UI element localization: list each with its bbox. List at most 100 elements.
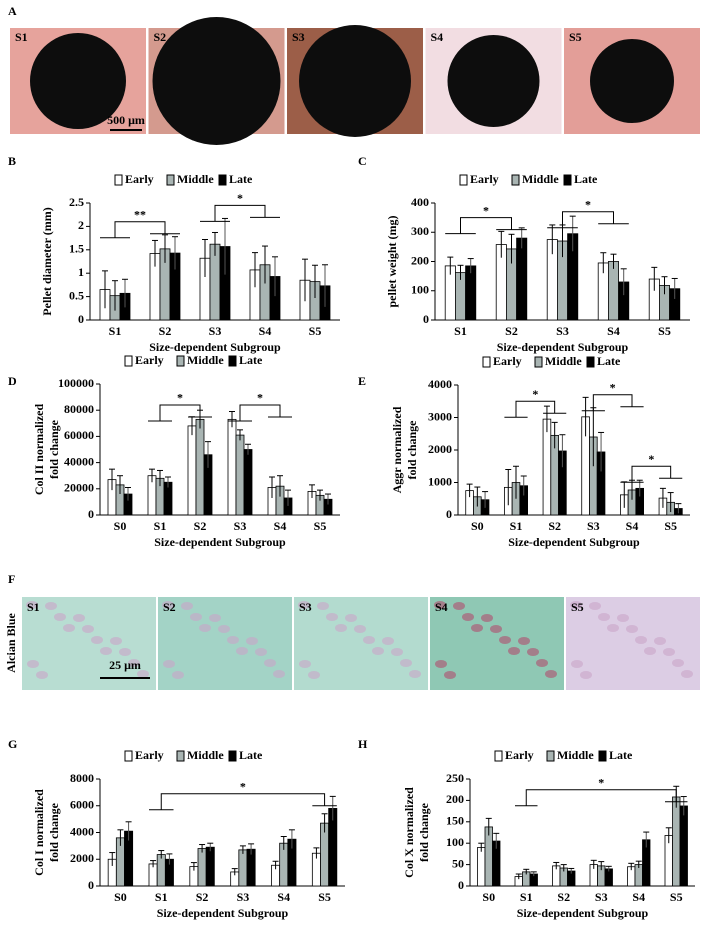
y-axis-title: fold change	[47, 802, 61, 862]
error-bar	[312, 264, 318, 299]
x-tick-label: S0	[482, 890, 495, 904]
error-bar	[280, 836, 287, 850]
cell	[372, 647, 384, 655]
significance-label: **	[134, 207, 146, 221]
bar	[484, 826, 493, 887]
error-bar	[478, 842, 485, 852]
pellet-image	[447, 35, 540, 127]
legend-label: Early	[493, 354, 522, 368]
legend-swatch	[494, 750, 503, 762]
cell	[273, 670, 285, 678]
x-tick-label: S2	[196, 890, 209, 904]
legend-swatch	[546, 750, 555, 762]
error-bar	[505, 469, 512, 506]
y-tick-label: 0.5	[69, 288, 84, 302]
cell	[508, 647, 520, 655]
x-axis-title: Size-dependent Subgroup	[157, 906, 289, 920]
error-bar	[680, 796, 687, 816]
error-bar	[605, 865, 612, 872]
cell	[391, 648, 403, 656]
scale-bar-label: 25 μm	[109, 658, 141, 672]
error-bar	[582, 396, 589, 437]
cell	[481, 614, 493, 622]
significance-label: *	[648, 452, 654, 466]
image-label: S3	[299, 600, 312, 614]
cell	[190, 613, 202, 621]
cell	[626, 625, 638, 633]
cell	[354, 625, 366, 633]
stain-label: Alcian Blue	[4, 612, 18, 672]
y-tick-label: 6000	[70, 798, 94, 812]
error-bar	[321, 813, 328, 833]
error-bar	[671, 277, 678, 299]
panel-label: D	[8, 374, 17, 388]
y-tick-label: 100	[446, 835, 464, 849]
bar	[608, 261, 620, 321]
legend-label: Late	[229, 172, 253, 186]
x-tick-label: S2	[159, 324, 172, 338]
significance-bracket	[547, 211, 629, 229]
error-bar	[252, 252, 258, 288]
cell	[162, 601, 174, 609]
error-bar	[498, 230, 505, 258]
legend-swatch	[586, 356, 595, 368]
pellet-image	[299, 25, 411, 137]
error-bar	[205, 441, 211, 468]
significance-bracket	[445, 217, 527, 235]
error-bar	[661, 276, 668, 295]
cell	[527, 648, 539, 656]
y-axis-title: Col II normalized	[32, 404, 46, 496]
error-bar	[231, 868, 238, 876]
y-tick-label: 0	[88, 507, 94, 521]
y-axis-title: fold change	[405, 420, 419, 480]
significance-label: *	[532, 387, 538, 401]
significance-bracket	[581, 394, 644, 412]
x-tick-label: S1	[454, 324, 467, 338]
y-tick-label: 0	[458, 878, 464, 892]
error-bar	[485, 817, 492, 836]
error-bar	[675, 503, 682, 514]
y-tick-label: 0	[78, 312, 84, 326]
y-axis-title: pellet weight (mg)	[385, 216, 399, 308]
cell	[545, 670, 557, 678]
panel-label: B	[8, 154, 16, 168]
cell	[298, 601, 310, 609]
cell	[672, 659, 684, 667]
x-tick-label: S1	[520, 890, 533, 904]
y-axis-title: fold change	[47, 419, 61, 479]
x-tick-label: S4	[259, 324, 272, 338]
cell	[363, 636, 375, 644]
cell	[409, 670, 421, 678]
error-bar	[117, 829, 124, 846]
y-tick-label: 2	[78, 218, 84, 232]
cell	[536, 659, 548, 667]
x-tick-label: S1	[510, 519, 523, 533]
panel-label: E	[358, 374, 366, 388]
error-bar	[150, 860, 157, 868]
y-tick-label: 8000	[70, 771, 94, 785]
x-tick-label: S3	[237, 890, 250, 904]
cell	[63, 624, 75, 632]
panel-label: G	[8, 737, 17, 751]
error-bar	[285, 489, 291, 506]
legend-label: Middle	[187, 353, 224, 367]
x-tick-label: S4	[274, 519, 287, 533]
cell	[255, 648, 267, 656]
x-axis-title: Size-dependent Subgroup	[517, 906, 649, 920]
error-bar	[493, 832, 500, 849]
error-bar	[457, 264, 464, 280]
y-tick-label: 20000	[64, 481, 94, 495]
cell	[209, 614, 221, 622]
image-label: S1	[15, 30, 28, 44]
significance-bracket	[148, 404, 212, 422]
error-bar	[302, 258, 308, 302]
significance-label: *	[237, 191, 243, 205]
error-bar	[112, 280, 118, 311]
error-bar	[288, 829, 295, 849]
cell	[571, 660, 583, 668]
cell	[227, 636, 239, 644]
bar	[227, 418, 237, 516]
error-bar	[207, 842, 214, 852]
cell	[471, 624, 483, 632]
